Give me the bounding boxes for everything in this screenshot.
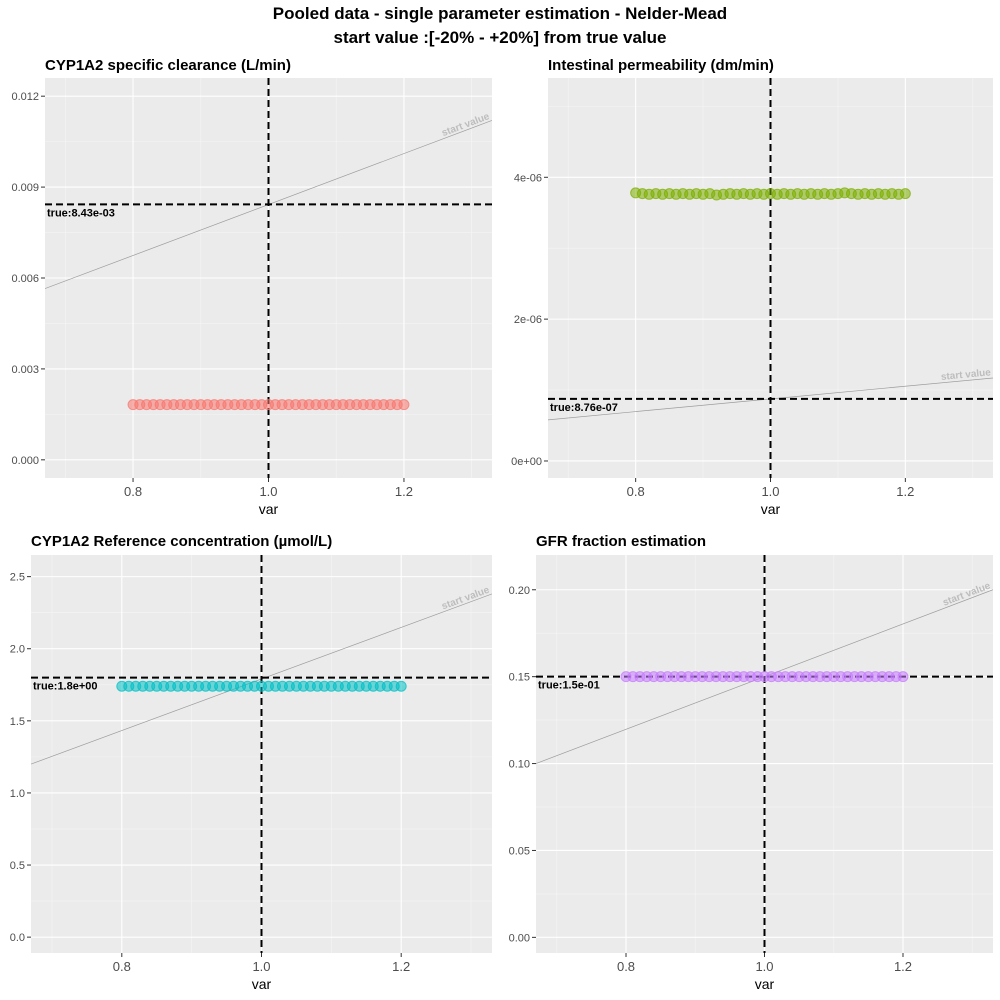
y-tick-label: 0.15 — [509, 672, 530, 684]
data-point — [899, 188, 911, 200]
panel-title: CYP1A2 Reference concentration (µmol/L) — [31, 533, 332, 550]
panel-title: Intestinal permeability (dm/min) — [548, 57, 774, 74]
true-value-label: true:1.5e-01 — [538, 680, 600, 692]
panel-2: start value true:8.76e-07 0e+00 2e-06 4e-06 0… — [511, 57, 993, 517]
y-tick-label: 1.0 — [10, 788, 25, 800]
true-value-label: true:8.76e-07 — [550, 402, 618, 414]
panel-4: start valuetrue:1.5e-010.000.050.100.150… — [509, 533, 993, 992]
figure-subtitle: start value :[-20% - +20%] from true val… — [333, 28, 667, 47]
x-axis-label: var — [259, 501, 279, 517]
figure-title: Pooled data - single parameter estimatio… — [272, 4, 728, 23]
x-axis-label: var — [755, 976, 775, 992]
y-tick-label: 0e+00 — [511, 456, 542, 468]
y-tick-label: 0.10 — [509, 759, 530, 771]
x-tick-label: 1.2 — [894, 959, 912, 974]
y-tick-label: 1.5 — [10, 716, 25, 728]
x-tick-label: 0.8 — [124, 484, 142, 499]
y-tick-label: 0.006 — [11, 273, 39, 285]
panel-3: start valuetrue:1.8e+000.00.51.01.52.02.… — [10, 533, 492, 992]
y-tick-label: 0.05 — [509, 845, 530, 857]
data-point — [395, 680, 407, 692]
y-tick-label: 0.012 — [11, 91, 39, 103]
x-tick-label: 1.0 — [252, 959, 270, 974]
y-tick-label: 0.000 — [11, 455, 39, 467]
x-axis-label: var — [252, 976, 272, 992]
y-tick-label: 0.20 — [509, 585, 530, 597]
x-tick-label: 1.2 — [896, 484, 914, 499]
x-axis-label: var — [761, 501, 781, 517]
x-tick-label: 1.0 — [755, 959, 773, 974]
y-tick-label: 2e-06 — [514, 314, 542, 326]
x-tick-label: 1.2 — [392, 959, 410, 974]
y-tick-label: 0.5 — [10, 860, 25, 872]
gridlines — [45, 78, 492, 478]
y-tick-label: 0.00 — [509, 932, 530, 944]
panel-1: start valuetrue:8.43e-030.0000.0030.0060… — [11, 57, 492, 517]
data-point — [398, 399, 410, 411]
panel-title: GFR fraction estimation — [536, 533, 706, 550]
panel-title: CYP1A2 specific clearance (L/min) — [45, 57, 291, 74]
y-tick-label: 0.0 — [10, 932, 25, 944]
true-value-label: true:1.8e+00 — [33, 681, 98, 693]
y-tick-label: 0.009 — [11, 182, 39, 194]
y-tick-label: 0.003 — [11, 364, 39, 376]
y-tick-label: 2.0 — [10, 644, 25, 656]
data-point — [897, 671, 909, 683]
x-tick-label: 1.0 — [761, 484, 779, 499]
y-tick-label: 2.5 — [10, 572, 25, 584]
y-tick-label: 4e-06 — [514, 172, 542, 184]
x-tick-label: 1.2 — [395, 484, 413, 499]
true-value-label: true:8.43e-03 — [47, 207, 115, 219]
x-tick-label: 0.8 — [627, 484, 645, 499]
x-tick-label: 0.8 — [617, 959, 635, 974]
start-value-label: start value — [940, 367, 991, 383]
x-tick-label: 0.8 — [113, 959, 131, 974]
x-tick-label: 1.0 — [259, 484, 277, 499]
